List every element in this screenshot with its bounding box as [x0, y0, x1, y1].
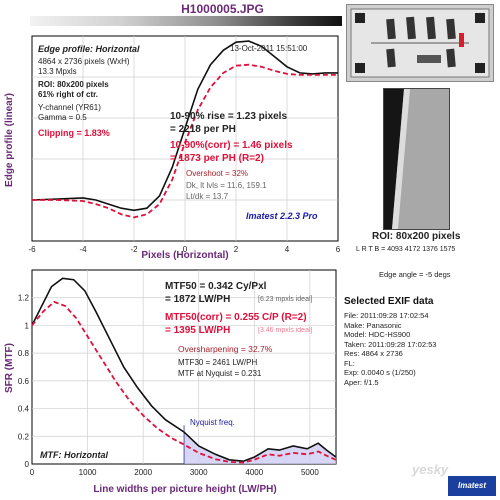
exif-list: File: 2011:09:28 17:02:54 Make: Panasoni… [344, 311, 436, 387]
y-tick-label: 0.2 [18, 432, 30, 441]
y-tick-label: 1.2 [18, 294, 30, 303]
x-tick-label: 1000 [79, 468, 97, 477]
mtf-plot-xlabel: Line widths per picture height (LW/PH) [93, 484, 276, 495]
mtf-chart: 0 1000 2000 3000 4000 5000 0 0.2 0.4 0.6 0.8 1 1.2 L… [4, 269, 337, 495]
mtf-nyquist-value: MTF at Nyquist = 0.231 [178, 369, 262, 378]
edge-plot-ticks: -6 -4 -2 0 2 4 6 [28, 245, 340, 254]
edge-plot-ylabel: Edge profile (linear) [4, 93, 15, 187]
test-chart-thumbnail [346, 4, 494, 82]
y-tick-label: 1 [25, 321, 30, 330]
exif-row: Model: HDC-HS900 [344, 330, 411, 339]
edge-plot-series [31, 40, 338, 219]
y-tick-label: 0.6 [18, 377, 30, 386]
y-tick-label: 0.4 [18, 405, 30, 414]
overshoot-value: Overshoot = 32% [186, 169, 249, 178]
mtf-plot-grid [32, 270, 336, 464]
tone-gradient-strip [30, 16, 342, 26]
imatest-version: Imatest 2.2.3 Pro [246, 211, 318, 221]
rise-value: 10-90% rise = 1.23 pixels [170, 111, 288, 122]
gamma-info: Gamma = 0.5 [38, 113, 87, 122]
mtf-plot-ticks: 0 1000 2000 3000 4000 5000 0 0.2 0.4 0.6 0.8 1 1.2 [18, 294, 319, 477]
x-tick-label: -6 [28, 245, 36, 254]
exif-row: FL: [344, 358, 355, 368]
x-tick-label: 0 [183, 245, 188, 254]
mtf50corr-lwph: = 1395 LW/PH [165, 325, 231, 336]
nyquist-label: Nyquist freq. [190, 418, 235, 427]
oversharpening-value: Oversharpening = 32.7% [178, 344, 273, 354]
edge-angle: Edge angle = -5 degs [379, 270, 451, 279]
series-line-0 [31, 277, 337, 463]
rise-per-ph: = 2218 per PH [170, 124, 236, 135]
mtf-plot-ylabel: SFR (MTF) [4, 343, 15, 393]
mtf50corr-ideal: [3.46 mpxls ideal] [258, 327, 313, 334]
nyquist-shade [184, 432, 336, 464]
x-tick-label: -2 [130, 245, 138, 254]
exif-row: Make: Panasonic [344, 320, 402, 330]
roi-position: 61% right of ctr. [38, 90, 99, 99]
x-tick-label: 0 [30, 468, 35, 477]
series-line-0 [31, 40, 338, 212]
file-title: H1000005.JPG [181, 2, 264, 16]
clipping-value: Clipping = 1.83% [38, 128, 110, 138]
edge-date: 13-Oct-2011 15:51:00 [230, 44, 308, 53]
mtf50-ideal: [6.23 mpxls ideal] [258, 296, 313, 303]
watermark-text: yesky [412, 462, 449, 477]
exif-row: Exp: 0.0040 s (1/250) [344, 368, 416, 377]
series-line-1 [32, 63, 338, 219]
mtf-footer: MTF: Horizontal [40, 450, 108, 460]
test-chart-image [347, 5, 493, 81]
roi-panel-label: ROI: 80x200 pixels [372, 231, 461, 242]
edge-plot-xlabel: Pixels (Horizontal) [141, 250, 228, 260]
x-tick-label: 5000 [301, 468, 319, 477]
series-line-1 [31, 300, 337, 464]
roi-edge-image [384, 89, 449, 229]
exif-title: Selected EXIF data [344, 296, 434, 307]
mtf50-lwph: = 1872 LW/PH [165, 294, 231, 305]
x-tick-label: 6 [336, 245, 341, 254]
channel-info: Y-channel (YR61) [38, 103, 101, 112]
exif-row: Aper: f/1.5 [344, 377, 379, 387]
roi-crop-image [383, 88, 450, 230]
mtf30-value: MTF30 = 2461 LW/PH [178, 358, 258, 367]
x-tick-label: 2000 [134, 468, 152, 477]
mtf-plot-series [31, 277, 337, 464]
edge-profile-chart: -6 -4 -2 0 2 4 6 Pixels (Horizontal) Edge prof… [4, 35, 341, 260]
exif-row: Taken: 2011:09:28 17:02:53 [344, 339, 437, 349]
x-tick-label: 3000 [190, 468, 208, 477]
rise-corr-per-ph: = 1873 per PH (R=2) [170, 153, 264, 164]
mtf50-value: MTF50 = 0.342 Cy/Pxl [165, 281, 267, 292]
lt-dk-ratio: Lt/dk = 13.7 [186, 192, 229, 201]
roi-size: ROI: 80x200 pixels [38, 80, 109, 89]
edge-plot-grid [32, 36, 338, 241]
x-tick-label: 4 [285, 245, 290, 254]
roi-coordinates: L R T B = 4093 4172 1376 1575 [356, 246, 456, 253]
image-size: 4864 x 2736 pixels (WxH) [38, 57, 130, 66]
x-tick-label: 2 [234, 245, 239, 254]
edge-header: Edge profile: Horizontal [38, 44, 140, 54]
x-tick-label: 4000 [245, 468, 263, 477]
x-tick-label: -4 [79, 245, 87, 254]
levels-value: Dk, lt lvls = 11.6, 159.1 [186, 181, 267, 190]
y-tick-label: 0 [25, 460, 30, 469]
imatest-logo: Imatest [448, 476, 496, 496]
exif-row: File: 2011:09:28 17:02:54 [344, 311, 429, 320]
image-mpxls: 13.3 Mpxls [38, 67, 77, 76]
y-tick-label: 0.8 [18, 349, 30, 358]
exif-row: Res: 4864 x 2736 [344, 349, 403, 358]
rise-corr-value: 10-90%(corr) = 1.46 pixels [170, 140, 293, 151]
mtf50corr-value: MTF50(corr) = 0.255 C/P (R=2) [165, 312, 307, 323]
